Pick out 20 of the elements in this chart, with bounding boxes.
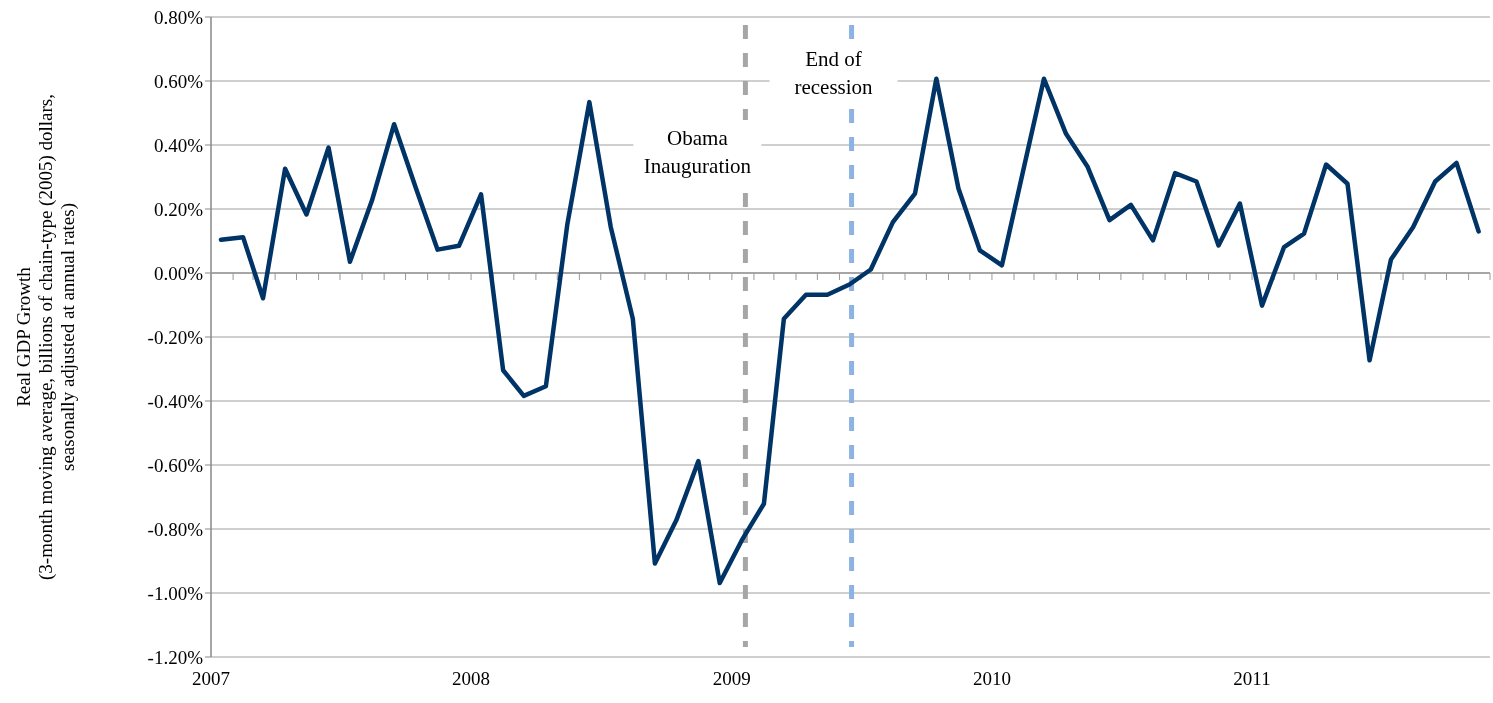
y-tick-label: -1.20% [147,646,204,668]
y-tick-label: -1.00% [147,582,204,604]
y-tick-label: 0.80% [153,6,204,28]
y-tick-label: 0.60% [153,70,204,92]
y-tick-label: 0.20% [153,198,204,220]
x-tick-label: 2010 [972,668,1011,689]
y-tick-label: -0.60% [147,454,204,476]
x-tick-label: 2009 [712,668,751,689]
x-tick-label: 2011 [1233,668,1271,689]
y-tick-label: -0.80% [147,518,204,540]
y-tick-label: -0.20% [147,326,204,348]
y-tick-label: 0.40% [153,134,204,156]
ref-line-label: Obama Inauguration [643,126,752,178]
ref-line-label: End of recession [794,47,874,99]
y-tick-label: 0.00% [153,262,204,284]
x-tick-label: 2007 [192,668,230,689]
line-series [218,76,1481,586]
x-tick-label: 2008 [452,668,491,689]
y-tick-label: -0.40% [147,390,204,412]
y-axis-title: Real GDP Growth (3-month moving average, billions of chain-type (2005) dollars, seasonally adjusted at annual rates) [13,94,79,580]
